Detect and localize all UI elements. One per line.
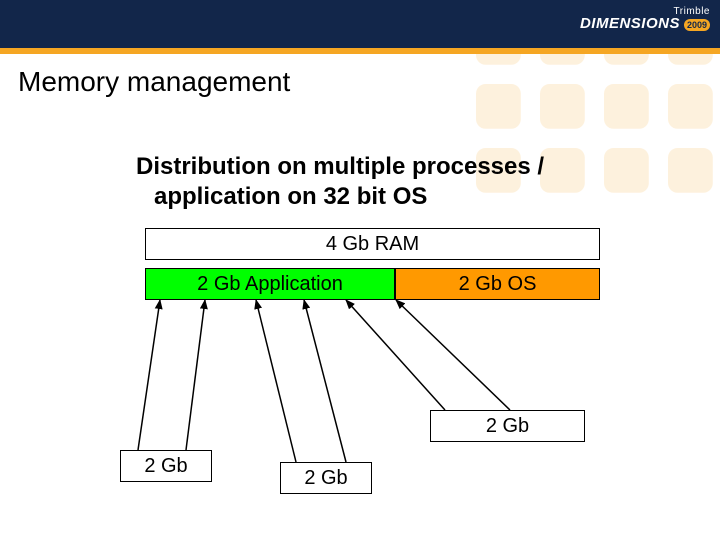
subtitle-line2: application on 32 bit OS xyxy=(136,182,544,212)
arrow xyxy=(138,300,160,450)
arrow xyxy=(304,300,346,462)
box-ram-label: 4 Gb RAM xyxy=(326,233,419,256)
slide-title: Memory management xyxy=(18,66,290,98)
box-process-right: 2 Gb xyxy=(430,410,585,442)
box-pmid-label: 2 Gb xyxy=(304,467,347,490)
arrow xyxy=(256,300,296,462)
box-pright-label: 2 Gb xyxy=(486,415,529,438)
box-os-label: 2 Gb OS xyxy=(459,273,537,296)
subtitle-line1: Distribution on multiple processes / xyxy=(136,152,544,182)
slide: Trimble DIMENSIONS 2009 Memory managemen… xyxy=(0,0,720,540)
box-application: 2 Gb Application xyxy=(145,268,395,300)
box-pleft-label: 2 Gb xyxy=(144,455,187,478)
box-app-label: 2 Gb Application xyxy=(197,273,343,296)
header-bar xyxy=(0,0,720,48)
arrow xyxy=(346,300,445,410)
slide-subtitle: Distribution on multiple processes / app… xyxy=(136,152,544,212)
box-process-mid: 2 Gb xyxy=(280,462,372,494)
box-os: 2 Gb OS xyxy=(395,268,600,300)
arrow xyxy=(186,300,205,450)
box-ram: 4 Gb RAM xyxy=(145,228,600,260)
header-accent xyxy=(0,48,720,54)
box-process-left: 2 Gb xyxy=(120,450,212,482)
arrow xyxy=(396,300,510,410)
